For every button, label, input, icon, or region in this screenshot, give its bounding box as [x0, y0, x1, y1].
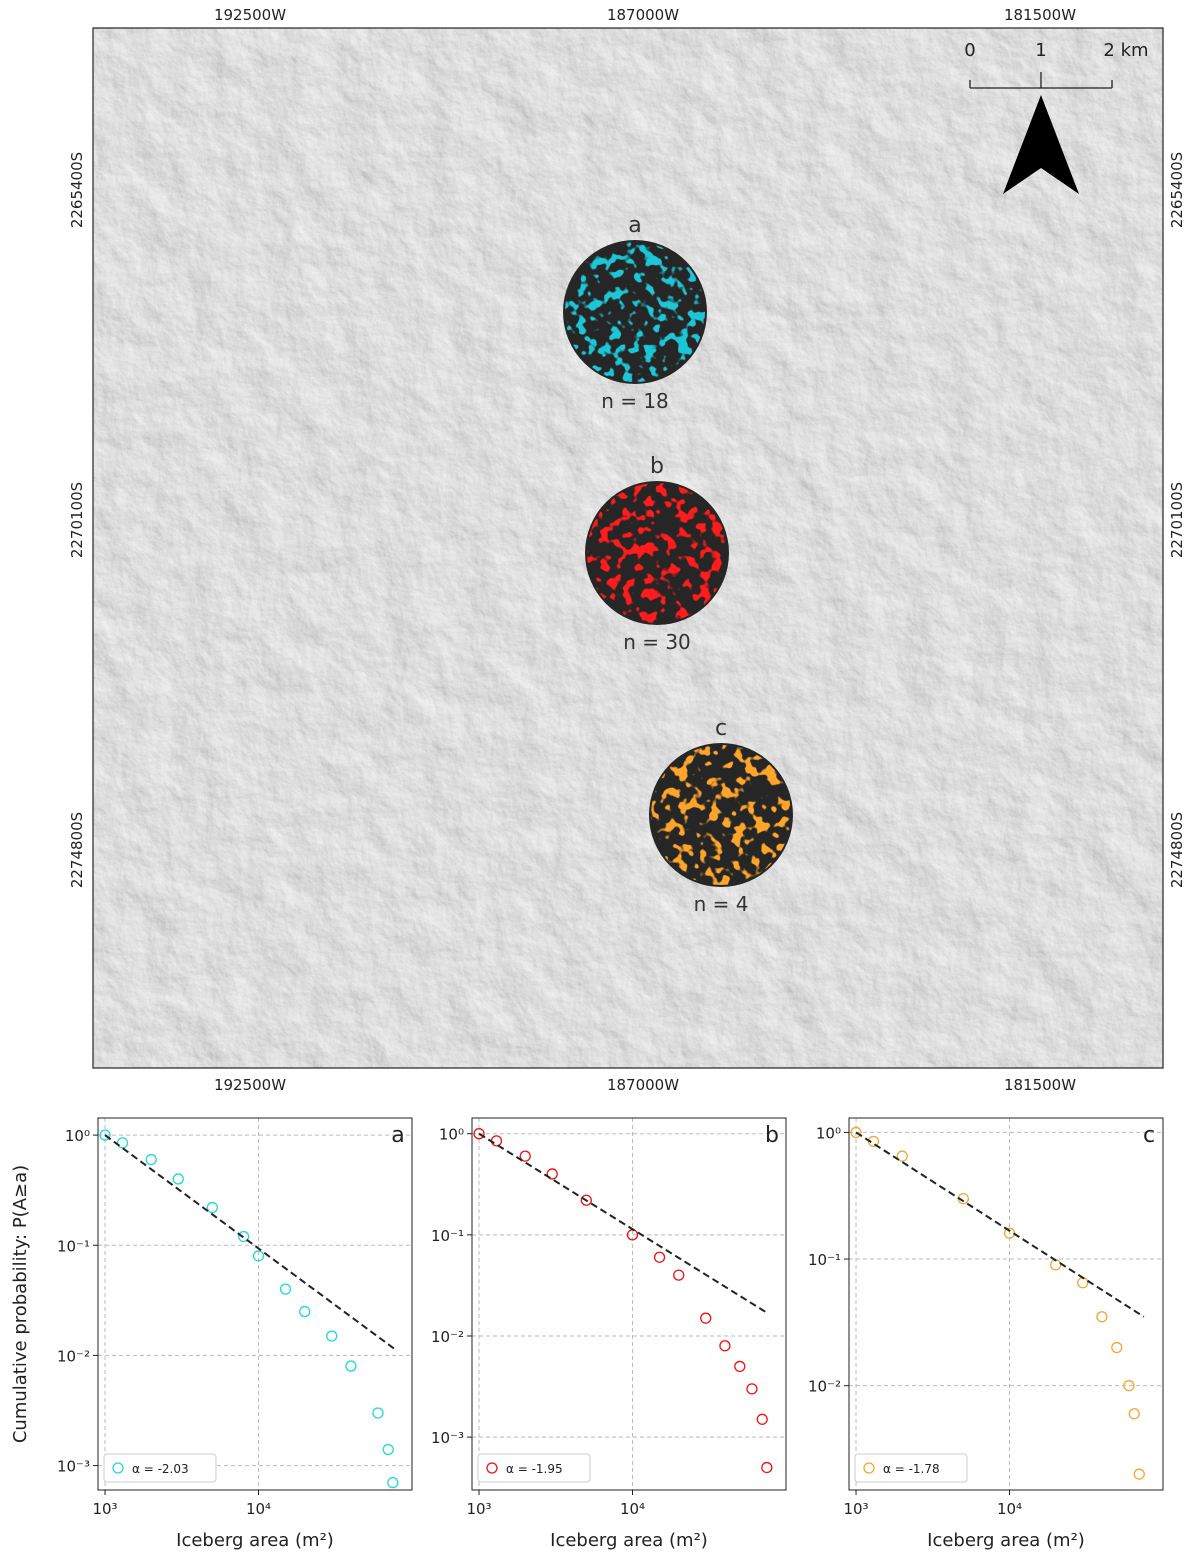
- panel-label: b: [765, 1123, 779, 1148]
- y-tick-label: 10⁻²: [431, 1328, 464, 1346]
- map-y-label: 2265400S: [68, 152, 86, 228]
- panel-label: c: [1143, 1123, 1155, 1148]
- sample-count: n = 4: [694, 892, 749, 916]
- plot-area: [849, 1118, 1163, 1490]
- y-tick-label: 10⁰: [439, 1126, 464, 1144]
- legend-label: α = -1.78: [883, 1462, 940, 1476]
- sample-label: c: [715, 716, 727, 741]
- map-y-label: 2265400S: [1168, 152, 1186, 228]
- y-tick-label: 10⁻¹: [431, 1227, 464, 1245]
- iceberg-mask: [651, 745, 791, 885]
- sample-count: n = 30: [623, 630, 691, 654]
- map-y-label: 2274800S: [68, 812, 86, 888]
- y-tick-label: 10⁰: [816, 1124, 841, 1142]
- iceberg-mask: [587, 483, 727, 623]
- map-x-label: 181500W: [1004, 1076, 1076, 1094]
- panel-label: a: [391, 1123, 404, 1148]
- y-tick-label: 10⁻¹: [57, 1237, 90, 1255]
- legend-label: α = -1.95: [506, 1462, 563, 1476]
- y-tick-label: 10⁰: [65, 1127, 90, 1145]
- scale-label: 1: [1035, 40, 1046, 61]
- x-tick-label: 10³: [466, 1500, 491, 1518]
- map-x-label: 192500W: [214, 6, 286, 24]
- y-tick-label: 10⁻²: [808, 1378, 841, 1396]
- x-tick-label: 10⁴: [620, 1500, 645, 1518]
- iceberg-mask: [565, 242, 705, 382]
- map-y-label: 2274800S: [1168, 812, 1186, 888]
- panel: 10³ 10⁴ 10⁰ 10⁻¹ 10⁻² α = -1.78 c Iceberg area …: [808, 1118, 1163, 1551]
- sample-count: n = 18: [601, 389, 669, 413]
- x-tick-label: 10³: [92, 1500, 117, 1518]
- map-y-label: 2270100S: [1168, 482, 1186, 558]
- x-tick-label: 10³: [843, 1500, 868, 1518]
- x-tick-label: 10⁴: [246, 1500, 271, 1518]
- y-tick-label: 10⁻³: [431, 1429, 464, 1447]
- map-y-label: 2270100S: [68, 482, 86, 558]
- y-tick-label: 10⁻³: [57, 1458, 90, 1476]
- sample-label: a: [628, 213, 641, 238]
- x-axis-label: Iceberg area (m²): [176, 1530, 334, 1551]
- plot-area: [472, 1118, 786, 1490]
- map-x-label: 181500W: [1004, 6, 1076, 24]
- panel: 10³ 10⁴ 10⁰ 10⁻¹ 10⁻² 10⁻³ α = -2.03 a Iceberg a…: [10, 1118, 412, 1551]
- y-axis-label: Cumulative probability: P(A≥a): [10, 1165, 31, 1443]
- x-axis-label: Iceberg area (m²): [550, 1530, 708, 1551]
- map-x-label: 187000W: [607, 1076, 679, 1094]
- map-x-label: 187000W: [607, 6, 679, 24]
- scale-label: 2 km: [1103, 40, 1148, 61]
- y-tick-label: 10⁻¹: [808, 1251, 841, 1269]
- legend-label: α = -2.03: [132, 1462, 189, 1476]
- y-tick-label: 10⁻²: [57, 1347, 90, 1365]
- map-x-label: 192500W: [214, 1076, 286, 1094]
- sample-label: b: [650, 454, 664, 479]
- x-tick-label: 10⁴: [997, 1500, 1022, 1518]
- scale-label: 0: [964, 40, 975, 61]
- figure: 192500W 187000W 181500W 192500W 187000W 18150…: [0, 0, 1192, 1557]
- plot-area: [98, 1118, 412, 1490]
- x-axis-label: Iceberg area (m²): [927, 1530, 1085, 1551]
- panel: 10³ 10⁴ 10⁰ 10⁻¹ 10⁻² 10⁻³ α = -1.95 b Iceberg a…: [431, 1118, 786, 1551]
